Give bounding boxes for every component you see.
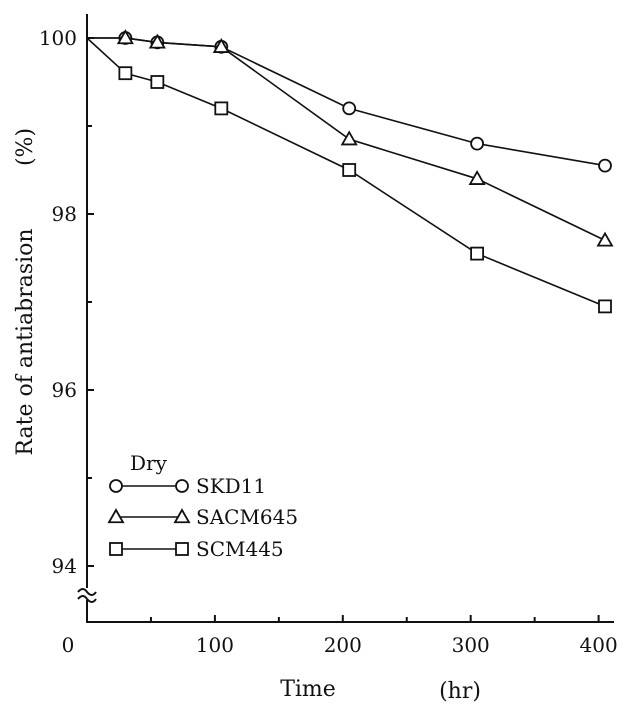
series-skd11	[87, 31, 612, 173]
x-tick-label: 400	[580, 633, 618, 657]
data-point-scm445	[150, 75, 165, 89]
y-axis-break-mark	[77, 595, 97, 603]
x-tick-label: 200	[324, 633, 362, 657]
legend-label-sacm645: SACM645	[196, 505, 298, 529]
series-scm445	[86, 37, 612, 314]
legend-label-scm445: SCM445	[196, 537, 284, 561]
data-point-scm445	[470, 246, 484, 261]
data-point-scm445	[214, 101, 229, 116]
x-tick-label: 300	[452, 633, 490, 657]
y-tick-label: 98	[52, 202, 77, 226]
data-point-skd11	[342, 101, 357, 116]
legend-marker-skd11	[175, 479, 189, 493]
data-point-sacm645	[596, 231, 614, 247]
legend-marker-sacm645	[107, 508, 125, 524]
y-tick-label: 100	[39, 26, 77, 50]
data-point-sacm645	[148, 33, 166, 49]
x-axis-title: Time	[280, 677, 336, 702]
series-group	[86, 29, 614, 314]
x-axis-unit: (hr)	[439, 679, 481, 704]
legend-marker-skd11	[109, 479, 123, 493]
data-point-scm445	[598, 299, 612, 314]
legend-marker-sacm645	[173, 508, 191, 524]
legend-label-skd11: SKD11	[196, 474, 266, 498]
x-axis-line	[86, 600, 614, 623]
legend: SKD11 SACM645 SCM445	[107, 474, 298, 561]
x-tick-label: 100	[196, 633, 234, 657]
legend-title: Dry	[130, 451, 168, 475]
y-axis-unit: (%)	[13, 128, 38, 166]
ticks: 94 96 98 100 100 200 300 400	[39, 26, 618, 657]
series-sacm645	[87, 29, 614, 247]
series-line-skd11	[87, 37, 606, 167]
data-point-scm445	[118, 66, 133, 81]
y-tick-label: 96	[52, 378, 77, 402]
data-point-scm445	[342, 163, 357, 177]
data-point-sacm645	[116, 29, 134, 45]
y-tick-label: 94	[52, 554, 77, 578]
legend-marker-scm445	[109, 542, 123, 556]
x-origin-label: 0	[62, 633, 75, 657]
data-point-sacm645	[340, 130, 358, 146]
legend-marker-scm445	[175, 542, 189, 556]
data-point-sacm645	[468, 169, 486, 185]
y-axis-break-mark	[77, 588, 97, 596]
data-point-skd11	[470, 136, 484, 151]
data-point-skd11	[598, 158, 612, 173]
y-axis-title: Rate of antiabrasion	[13, 228, 38, 455]
data-point-sacm645	[212, 37, 230, 53]
